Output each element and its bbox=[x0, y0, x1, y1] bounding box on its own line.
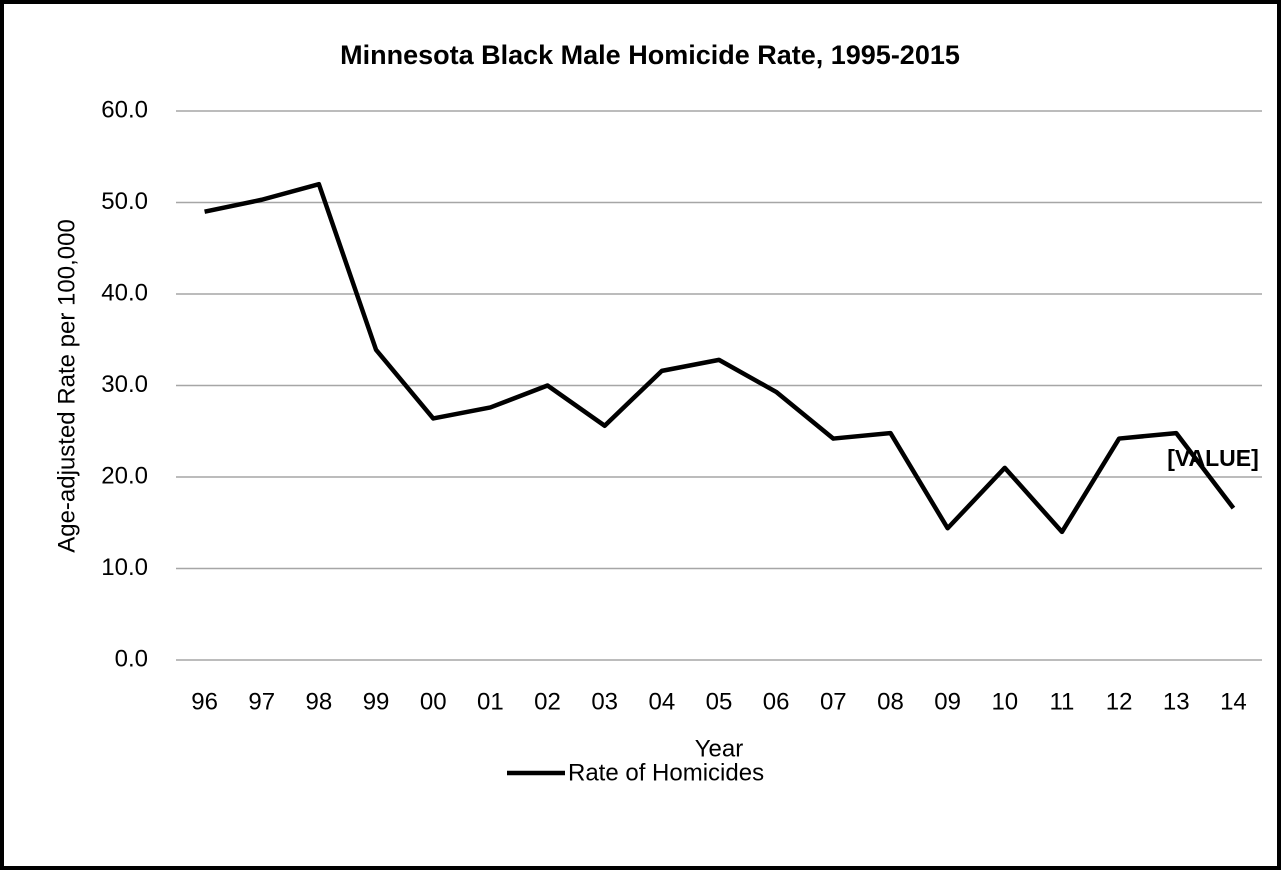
legend-label: Rate of Homicides bbox=[568, 759, 764, 786]
x-tick-label: 12 bbox=[1106, 688, 1133, 715]
x-tick-label: 01 bbox=[477, 688, 504, 715]
x-tick-label: 04 bbox=[648, 688, 675, 715]
x-tick-label: 06 bbox=[763, 688, 790, 715]
y-tick-label: 20.0 bbox=[101, 462, 148, 489]
y-tick-label: 0.0 bbox=[115, 645, 148, 672]
chart-title: Minnesota Black Male Homicide Rate, 1995… bbox=[340, 40, 960, 70]
x-tick-label: 11 bbox=[1049, 688, 1074, 715]
x-tick-label: 99 bbox=[363, 688, 390, 715]
x-tick-label: 05 bbox=[706, 688, 733, 715]
x-tick-label: 98 bbox=[306, 688, 333, 715]
y-tick-label: 10.0 bbox=[101, 554, 148, 581]
x-tick-label: 08 bbox=[877, 688, 904, 715]
x-tick-label: 97 bbox=[248, 688, 275, 715]
annotation: [VALUE] bbox=[1167, 445, 1259, 471]
x-axis-label: Year bbox=[695, 735, 744, 762]
x-tick-label: 02 bbox=[534, 688, 561, 715]
x-tick-label: 96 bbox=[191, 688, 218, 715]
y-tick-label: 50.0 bbox=[101, 188, 148, 215]
y-tick-label: 60.0 bbox=[101, 96, 148, 123]
x-tick-label: 13 bbox=[1163, 688, 1190, 715]
x-tick-label: 07 bbox=[820, 688, 847, 715]
data-line bbox=[204, 181, 1236, 535]
y-axis-label: Age-adjusted Rate per 100,000 bbox=[53, 219, 80, 553]
x-tick-label: 03 bbox=[591, 688, 618, 715]
y-tick-label: 40.0 bbox=[101, 279, 148, 306]
x-tick-label: 14 bbox=[1220, 688, 1247, 715]
y-tick-label: 30.0 bbox=[101, 371, 148, 398]
x-tick-label: 00 bbox=[420, 688, 447, 715]
x-tick-label: 09 bbox=[934, 688, 961, 715]
x-tick-label: 10 bbox=[991, 688, 1018, 715]
